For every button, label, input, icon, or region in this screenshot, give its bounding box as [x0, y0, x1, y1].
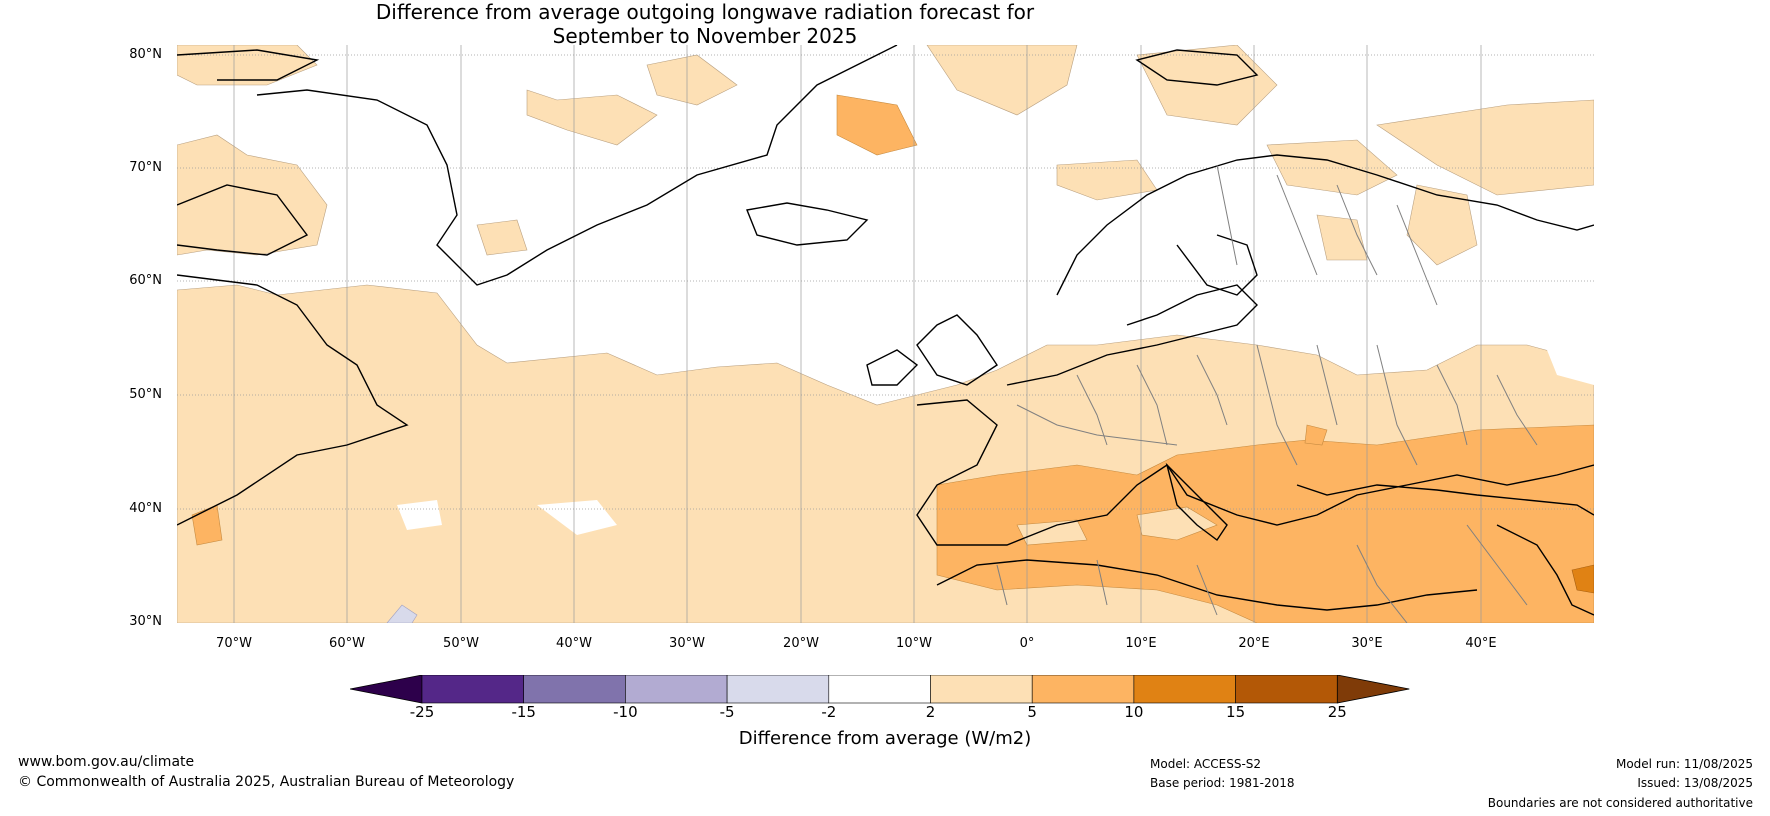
- colorbar-extend-high: [1336, 675, 1410, 704]
- title-line-2: September to November 2025: [552, 24, 858, 48]
- colorbar-tick-label: -2: [821, 703, 837, 721]
- colorbar-box: [828, 675, 931, 704]
- lat-label-60n: 60°N: [129, 273, 162, 288]
- footer-website: www.bom.gov.au/climate: [18, 754, 195, 770]
- lon-label-10e: 10°E: [1125, 636, 1157, 651]
- lon-label-20e: 20°E: [1238, 636, 1270, 651]
- lon-label-0: 0°: [1019, 636, 1035, 651]
- lat-label-30n: 30°N: [129, 614, 162, 629]
- greenland-coast: [256, 45, 898, 286]
- colorbar-tick-label: -5: [719, 703, 735, 721]
- colorbar-box: [1133, 675, 1236, 704]
- lat-label-50n: 50°N: [129, 387, 162, 402]
- lon-label-50w: 50°W: [443, 636, 479, 651]
- colorbar-box: [1235, 675, 1338, 704]
- north-africa-coast: [936, 559, 1478, 611]
- europe-coast: [916, 399, 1594, 546]
- british-isles-coast: [916, 314, 998, 386]
- footer-base-period: Base period: 1981-2018: [1150, 776, 1295, 790]
- lon-label-70w: 70°W: [216, 636, 252, 651]
- colorbar-box: [1031, 675, 1135, 704]
- country-borders: [996, 164, 1538, 623]
- lat-label-80n: 80°N: [129, 47, 162, 62]
- iceland-coast: [746, 202, 869, 246]
- colorbar-tick-label: 15: [1226, 703, 1246, 721]
- colorbar-label: Difference from average (W/m2): [738, 728, 1032, 749]
- lon-label-60w: 60°W: [329, 636, 365, 651]
- footer-issued: Issued: 13/08/2025: [1637, 776, 1753, 790]
- footer-model-run: Model run: 11/08/2025: [1615, 757, 1753, 771]
- colorbar-tick-label: -15: [511, 703, 536, 721]
- colorbar: [350, 675, 1410, 704]
- colorbar-box: [625, 675, 728, 704]
- footer-disclaimer: Boundaries are not considered authoritat…: [1487, 796, 1753, 810]
- anomaly-dark-orange: [1571, 564, 1594, 594]
- lon-label-10w: 10°W: [896, 636, 932, 651]
- lon-label-40w: 40°W: [556, 636, 592, 651]
- colorbar-box: [930, 675, 1033, 704]
- map-panel: [177, 45, 1594, 623]
- chart-title: Difference from average outgoing longwav…: [0, 0, 1410, 48]
- colorbar-tick-label: -25: [409, 703, 435, 721]
- anomaly-light-purple: [386, 604, 418, 623]
- colorbar-extend-low: [350, 675, 423, 704]
- colorbar-tick-label: -10: [613, 703, 638, 721]
- lat-label-70n: 70°N: [129, 160, 162, 175]
- colorbar-tick-label: 5: [1027, 703, 1037, 721]
- turkey-coast: [1296, 484, 1594, 516]
- north-america-coast: [177, 274, 409, 526]
- colorbar-segments: [350, 675, 1410, 704]
- title-line-1: Difference from average outgoing longwav…: [375, 0, 1035, 24]
- lon-label-30w: 30°W: [669, 636, 705, 651]
- colorbar-box: [523, 675, 626, 704]
- graticule: [177, 45, 1594, 623]
- footer-copyright: © Commonwealth of Australia 2025, Austra…: [18, 774, 515, 790]
- footer-model: Model: ACCESS-S2: [1150, 757, 1262, 771]
- scandinavia-coast: [1056, 154, 1594, 296]
- anomaly-medium-orange: [191, 94, 1594, 623]
- colorbar-tick-label: 10: [1124, 703, 1144, 721]
- lon-label-20w: 20°W: [783, 636, 819, 651]
- lat-label-40n: 40°N: [129, 501, 162, 516]
- italy-coast: [1165, 462, 1228, 542]
- colorbar-tick-label: 2: [925, 703, 936, 721]
- lon-label-40e: 40°E: [1465, 636, 1497, 651]
- colorbar-box: [726, 675, 830, 704]
- colorbar-tick-label: 25: [1327, 703, 1347, 721]
- colorbar-box: [421, 675, 524, 704]
- svalbard-coast: [1135, 49, 1259, 86]
- anomaly-light-orange-inner: [1016, 506, 1218, 546]
- coastlines: [177, 45, 1594, 616]
- lon-label-30e: 30°E: [1351, 636, 1383, 651]
- anomaly-neutral-white: [397, 290, 1594, 535]
